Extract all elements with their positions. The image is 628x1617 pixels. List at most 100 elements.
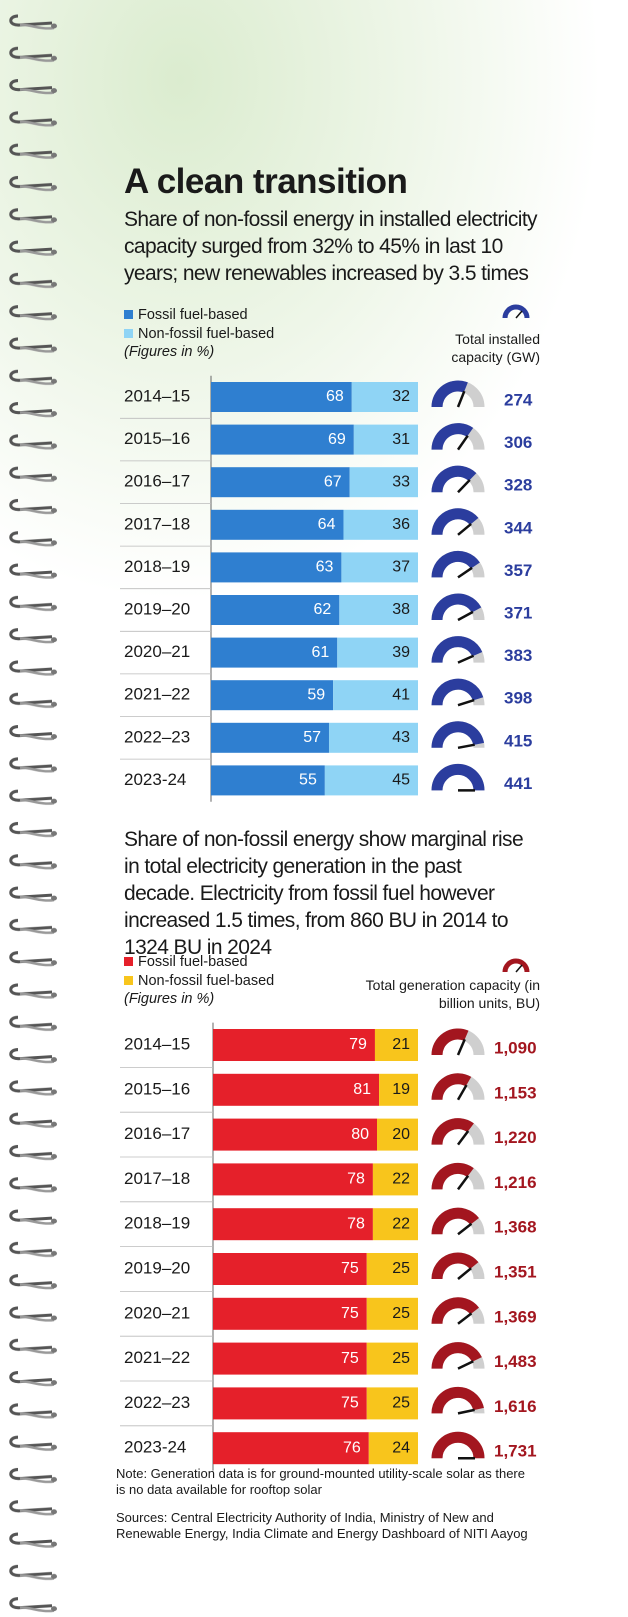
gauge-fill	[431, 1207, 479, 1235]
data-label: 78	[347, 1171, 365, 1188]
data-label: 75	[341, 1350, 359, 1367]
bar-segment	[213, 1342, 367, 1375]
gauge-needle	[456, 434, 469, 451]
gauge-value: 398	[504, 689, 532, 708]
bar-segment	[366, 1387, 418, 1420]
header-gauge-icon	[502, 304, 530, 319]
legend-entry: Fossil fuel-based	[124, 953, 248, 972]
bar-segment	[213, 1208, 373, 1241]
category-label: 2021–22	[124, 1348, 190, 1367]
gauge-value: 306	[504, 433, 532, 452]
gauge-title: Total installed capacity (GW)	[451, 331, 540, 365]
data-label: 75	[341, 1260, 359, 1277]
gauge-fill	[431, 678, 484, 706]
bar-segment	[372, 1208, 418, 1241]
gauge-value: 1,368	[494, 1218, 537, 1237]
bar-segment	[324, 765, 418, 796]
gauge-fill	[431, 550, 480, 578]
data-label: 64	[318, 516, 336, 533]
bar-segment	[211, 382, 352, 412]
gauge-needle	[456, 1084, 468, 1101]
category-label: 2016–17	[124, 472, 190, 491]
gauge-needle	[457, 610, 474, 622]
gauge-fill	[431, 1162, 474, 1190]
bar-segment	[213, 1073, 380, 1106]
category-label: 2022–23	[124, 1393, 190, 1412]
bar-segment	[213, 1029, 375, 1061]
gauge-fill	[431, 1431, 485, 1459]
gauge-needle	[457, 1267, 472, 1280]
data-label: 68	[326, 388, 344, 405]
category-label: 2020–21	[124, 1303, 190, 1322]
gauge-fill	[431, 380, 468, 408]
legend-swatch	[124, 329, 133, 338]
bar-segment	[368, 1432, 418, 1465]
note: Note: Generation data is for ground-moun…	[116, 1466, 525, 1497]
bar-segment	[377, 1118, 418, 1151]
category-label: 2016–17	[124, 1124, 190, 1143]
bar-segment	[211, 424, 354, 455]
gauge-needle	[457, 743, 475, 750]
category-label: 2017–18	[124, 514, 190, 533]
gauge-needle	[457, 1312, 473, 1325]
gauge-needle	[456, 390, 466, 408]
category-label: 2020–21	[124, 642, 190, 661]
bar-segment	[213, 1387, 367, 1420]
gauge-needle	[457, 698, 475, 707]
bar-segment	[337, 637, 418, 668]
gauge-needle	[457, 479, 471, 494]
legend-swatch	[124, 957, 133, 966]
data-label: 59	[307, 686, 325, 703]
gauge-value: 1,153	[494, 1083, 537, 1102]
data-label: 39	[392, 644, 410, 661]
gauge-needle	[457, 523, 472, 536]
bar-segment	[211, 467, 350, 498]
gauge-needle	[457, 654, 475, 664]
gauge-value: 1,351	[494, 1262, 537, 1281]
bar-segment	[213, 1432, 369, 1465]
gauge-fill	[431, 1118, 474, 1146]
bar-segment	[213, 1118, 377, 1151]
gauge-value: 274	[504, 390, 533, 409]
legend-label: Non-fossil fuel-based	[138, 973, 275, 989]
gauge-value: 383	[504, 646, 532, 665]
subtitle: Share of non-fossil energy show marginal…	[124, 828, 524, 959]
gauge-fill	[431, 721, 485, 749]
gauge-needle	[456, 1174, 470, 1191]
data-label: 43	[392, 729, 410, 746]
bar-segment	[351, 382, 418, 412]
bar-segment	[366, 1297, 418, 1330]
gauge-title: Total generation capacity (in billion un…	[365, 977, 540, 1011]
data-label: 25	[392, 1395, 410, 1412]
category-label: 2023-24	[124, 770, 186, 789]
category-label: 2015–16	[124, 429, 190, 448]
data-label: 41	[392, 686, 410, 703]
bar-segment	[333, 680, 418, 711]
bar-segment	[213, 1253, 367, 1285]
gauge-fill	[431, 423, 474, 451]
legend-swatch	[124, 976, 133, 985]
data-label: 81	[353, 1081, 371, 1098]
gauge-fill	[431, 593, 482, 621]
legend-entry: Non-fossil fuel-based	[124, 325, 274, 344]
gauge-value: 357	[504, 561, 532, 580]
category-label: 2019–20	[124, 1258, 190, 1277]
gauge-value: 1,216	[494, 1173, 537, 1192]
gauge-fill	[431, 1252, 479, 1280]
data-label: 45	[392, 772, 410, 789]
bar-segment	[211, 722, 329, 753]
category-label: 2017–18	[124, 1169, 190, 1188]
data-label: 57	[303, 729, 321, 746]
category-label: 2022–23	[124, 727, 190, 746]
gauge-fill	[431, 1342, 482, 1370]
gauge-needle	[457, 1408, 475, 1415]
bar-segment	[366, 1253, 418, 1285]
gauge-value: 1,369	[494, 1307, 537, 1326]
subtitle: Share of non-fossil energy in installed …	[124, 208, 538, 285]
category-label: 2019–20	[124, 599, 190, 618]
data-label: 32	[392, 388, 410, 405]
category-label: 2015–16	[124, 1079, 190, 1098]
gauge-value: 328	[504, 476, 532, 495]
